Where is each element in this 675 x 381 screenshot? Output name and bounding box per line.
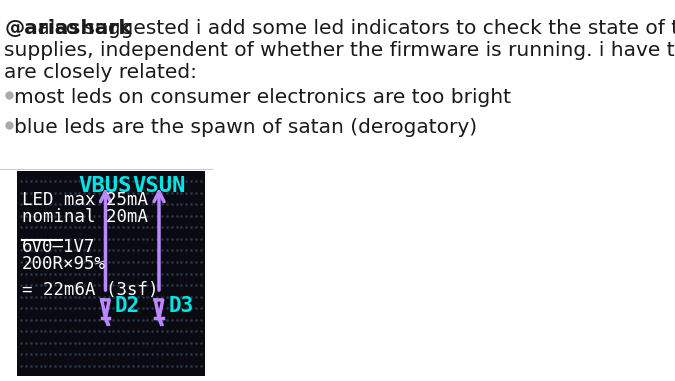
Text: D3: D3 xyxy=(169,296,194,316)
Text: 200R×95%: 200R×95% xyxy=(22,255,106,273)
Text: VSUN: VSUN xyxy=(132,176,186,196)
Text: nominal 20mA: nominal 20mA xyxy=(22,208,148,226)
Text: LED max 25mA: LED max 25mA xyxy=(22,191,148,209)
Text: also suggested i add some led indicators to check the state of the two input pow: also suggested i add some led indicators… xyxy=(31,19,675,38)
Text: VBUS: VBUS xyxy=(79,176,132,196)
Text: 6V0–1V7: 6V0–1V7 xyxy=(22,238,96,256)
Text: most leds on consumer electronics are too bright: most leds on consumer electronics are to… xyxy=(14,88,511,107)
Text: = 22m6A (3sf): = 22m6A (3sf) xyxy=(22,281,159,299)
Text: are closely related:: are closely related: xyxy=(5,63,197,82)
Text: @ariashark: @ariashark xyxy=(5,19,132,38)
FancyBboxPatch shape xyxy=(18,171,205,376)
Text: blue leds are the spawn of satan (derogatory): blue leds are the spawn of satan (deroga… xyxy=(14,118,477,137)
Text: D2: D2 xyxy=(115,296,140,316)
Text: supplies, independent of whether the firmware is running. i have two opinions ab: supplies, independent of whether the fir… xyxy=(5,41,675,60)
